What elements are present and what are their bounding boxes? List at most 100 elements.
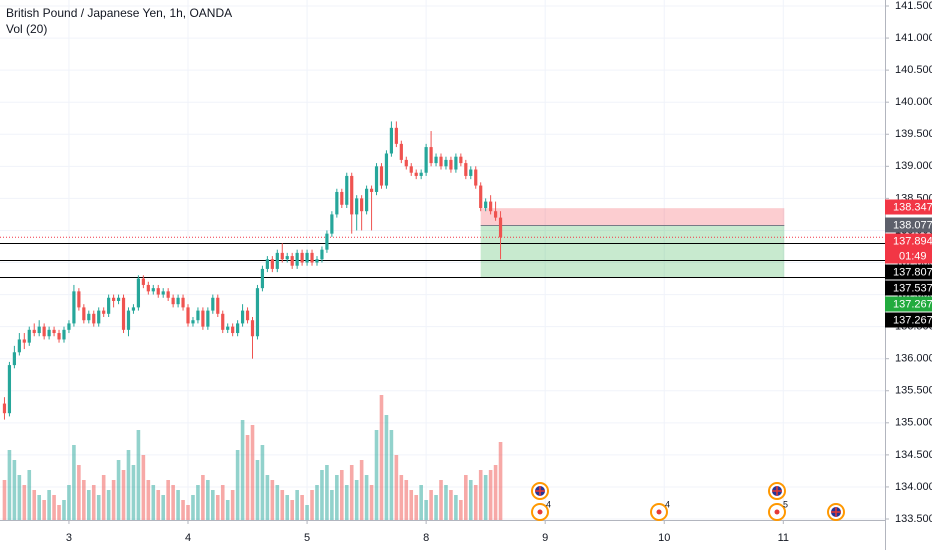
y-tick-label: 135.500 <box>895 385 932 397</box>
volume-bar <box>414 495 419 520</box>
candle-body <box>27 329 31 343</box>
volume-bar <box>215 495 220 520</box>
candle-body <box>52 329 56 334</box>
volume-bar <box>2 480 7 520</box>
event-count: 5 <box>783 499 788 509</box>
candle-body <box>389 127 394 154</box>
event-flag[interactable] <box>531 482 549 500</box>
price-tag-label: 137.267 <box>893 298 932 310</box>
price-tag <box>885 217 932 233</box>
volume-bar <box>285 495 290 520</box>
candle-body <box>350 175 354 215</box>
volume-bar <box>280 490 285 520</box>
candle-body <box>394 127 398 144</box>
volume-bar <box>344 485 349 520</box>
volume-bar <box>131 465 136 520</box>
y-tick-label: 133.500 <box>895 513 932 525</box>
volume-bar <box>290 500 294 520</box>
volume-bar <box>498 442 503 520</box>
candle-body <box>454 156 458 170</box>
event-flag[interactable] <box>768 482 786 500</box>
candle-body <box>7 365 12 414</box>
y-tick-label: 140.000 <box>895 96 932 108</box>
candle-body <box>280 252 284 260</box>
x-tick-label: 3 <box>66 532 72 544</box>
countdown-tag <box>885 248 932 264</box>
volume-bar <box>265 475 270 520</box>
x-tick-label: 8 <box>423 532 429 544</box>
volume-bar <box>459 500 463 520</box>
candle-body <box>374 166 379 192</box>
volume-bar <box>464 475 468 520</box>
candle-body <box>493 211 498 218</box>
volume-bar <box>250 425 255 520</box>
price-tag-label: 138.077 <box>893 219 932 231</box>
candle-body <box>310 252 314 263</box>
candle-body <box>379 166 384 186</box>
event-marker[interactable]: 4 <box>650 499 670 521</box>
volume-bar <box>245 435 250 520</box>
candle-body <box>22 339 26 343</box>
y-tick-label: 136.000 <box>895 353 932 365</box>
volume-bar <box>86 490 91 520</box>
volume-bar <box>121 470 126 520</box>
volume-bar <box>72 445 76 520</box>
candle-body <box>126 310 131 330</box>
price-tag <box>885 233 932 249</box>
event-marker[interactable]: 4 <box>531 499 551 521</box>
candle-body <box>290 256 294 266</box>
volume-bar <box>310 490 314 520</box>
candle-body <box>156 288 160 295</box>
volume-bar <box>483 475 488 520</box>
axes: 133.500 134.000 134.500 135.000 135.500 136.0… <box>66 0 932 544</box>
candle-body <box>399 143 403 160</box>
y-tick-label: 139.500 <box>895 128 932 140</box>
volume-bar <box>454 495 458 520</box>
volume-bar <box>151 485 156 520</box>
volume-bar <box>96 495 101 520</box>
candle-body <box>236 323 240 334</box>
volume-bar <box>488 470 493 520</box>
volume-bar <box>419 485 423 520</box>
price-tag <box>885 199 932 215</box>
volume-bar <box>225 500 230 520</box>
candle-body <box>240 310 245 324</box>
volume-bar <box>369 485 374 520</box>
candle-body <box>216 297 220 314</box>
event-flag[interactable] <box>827 503 845 521</box>
candle-body <box>409 166 413 173</box>
volume-bar <box>181 500 185 520</box>
y-tick-label: 141.500 <box>895 0 932 12</box>
event-marker[interactable]: 5 <box>768 499 788 521</box>
candle-body <box>77 291 81 308</box>
volume-bar <box>389 430 394 520</box>
volume-bar <box>260 445 265 520</box>
price-tag <box>885 280 932 296</box>
target-zone <box>480 225 785 278</box>
volume-bar <box>394 455 399 520</box>
candle-body <box>92 313 96 324</box>
price-tag-label: 137.807 <box>893 266 932 278</box>
candle-body <box>260 268 265 289</box>
candle-body <box>444 159 448 167</box>
candle-body <box>112 297 116 301</box>
volume-bar <box>116 460 121 520</box>
candle-body <box>121 297 126 330</box>
volume-bar <box>270 480 275 520</box>
x-tick-label: 9 <box>542 532 548 544</box>
candle-body <box>489 201 493 212</box>
candle-body <box>102 310 106 314</box>
volume-bar <box>409 490 414 520</box>
volume-bar <box>429 490 433 520</box>
volume-bar <box>354 480 359 520</box>
candle-body <box>161 291 165 295</box>
candle-body <box>424 147 428 173</box>
volume-bar <box>379 395 384 520</box>
candle-body <box>131 307 136 311</box>
volume-bar <box>449 490 453 520</box>
candle-body <box>355 198 359 215</box>
chart-title: British Pound / Japanese Yen, 1h, OANDA <box>6 6 232 20</box>
